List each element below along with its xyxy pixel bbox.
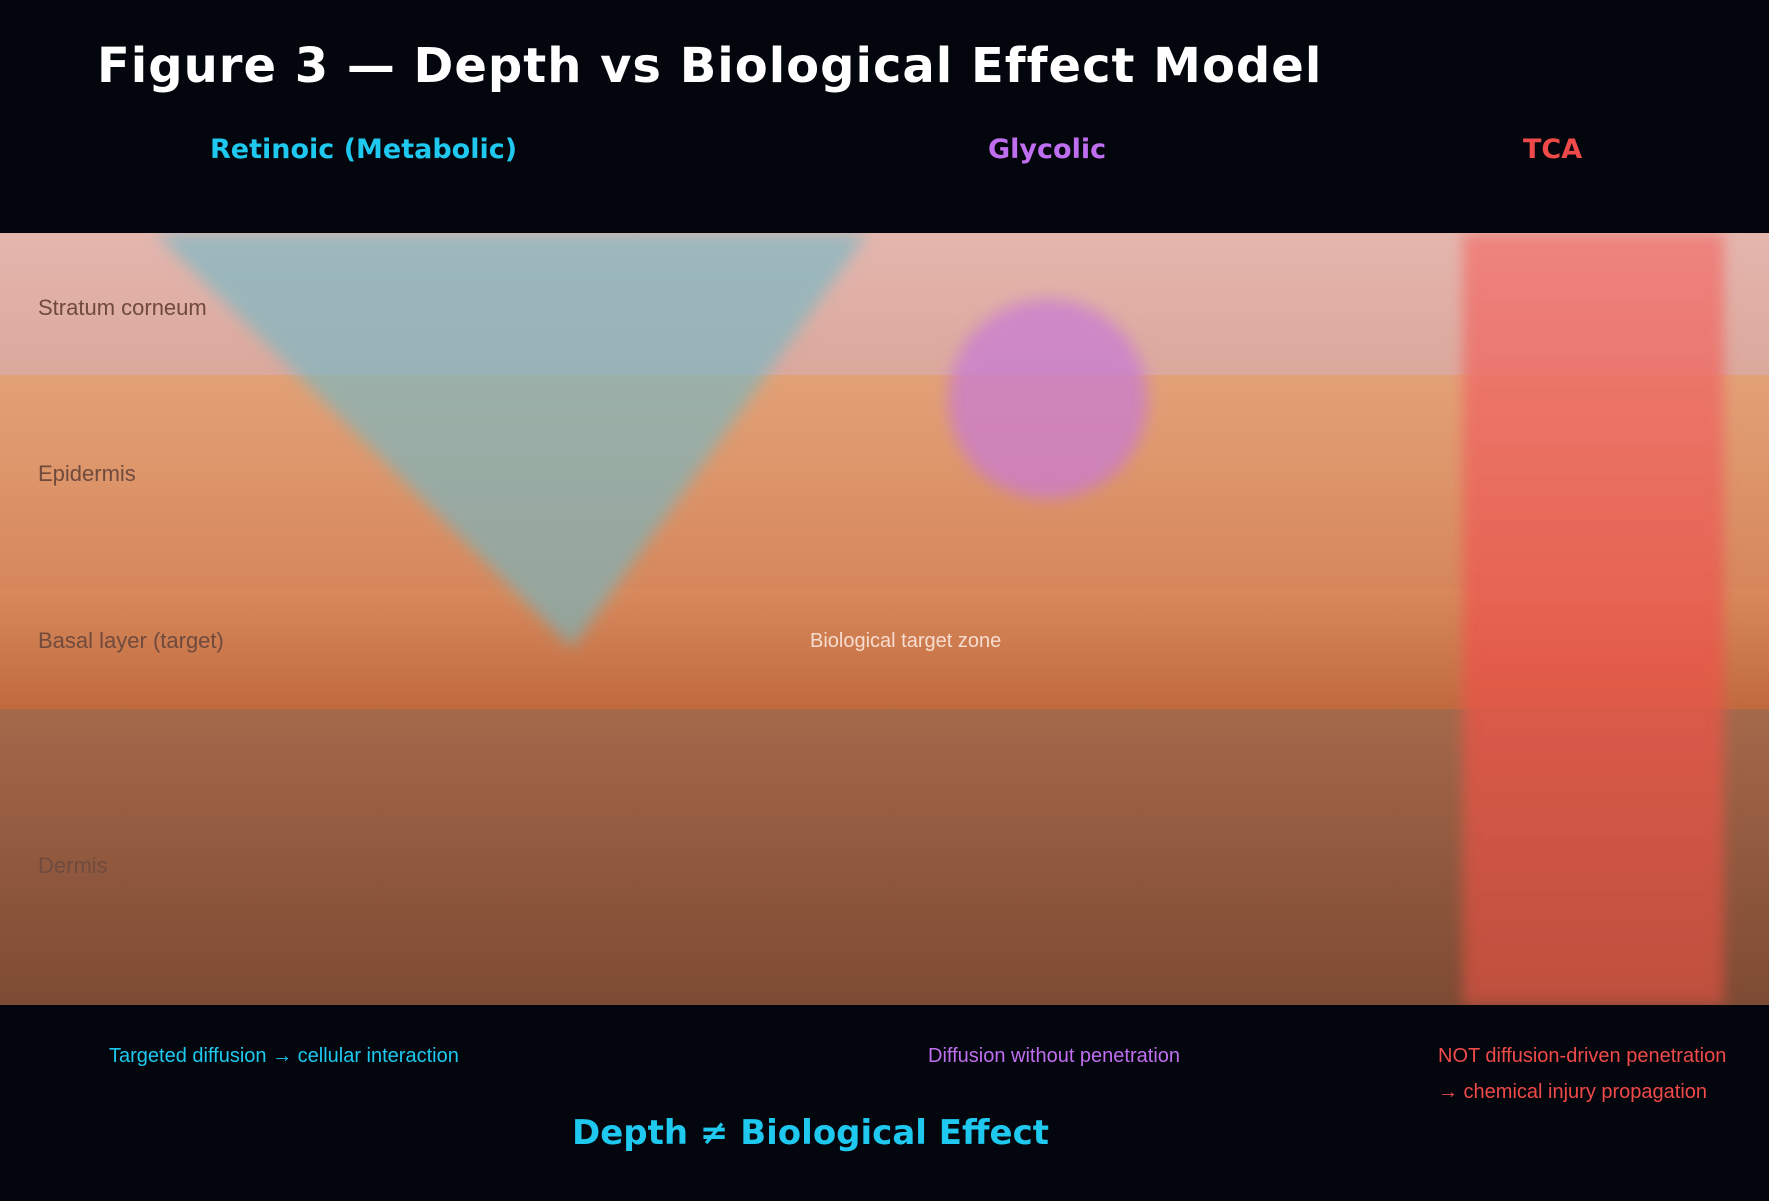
skin-cross-section: Stratum corneum Epidermis Basal layer (t…	[0, 233, 1769, 1005]
biological-target-zone-label: Biological target zone	[810, 630, 1002, 652]
label-basal-layer: Basal layer (target)	[38, 628, 224, 653]
column-heading-glycolic: Glycolic	[988, 134, 1107, 165]
caption-retinoic: Targeted diffusion → cellular interactio…	[109, 1045, 459, 1067]
glycolic-diffusion-circle	[948, 299, 1148, 499]
column-heading-retinoic: Retinoic (Metabolic)	[210, 134, 518, 165]
tca-penetration-column	[1463, 233, 1724, 1005]
label-epidermis: Epidermis	[38, 461, 136, 486]
retinoic-diffusion-cone	[155, 233, 868, 648]
caption-tca-line1: NOT diffusion-driven penetration	[1438, 1045, 1727, 1067]
conclusion-statement: Depth ≠ Biological Effect	[572, 1113, 1049, 1153]
agent-shapes	[155, 233, 1724, 1005]
figure-title: Figure 3 — Depth vs Biological Effect Mo…	[97, 38, 1323, 94]
caption-glycolic: Diffusion without penetration	[928, 1045, 1181, 1067]
label-dermis: Dermis	[38, 853, 108, 878]
column-heading-tca: TCA	[1523, 134, 1583, 165]
label-stratum-corneum: Stratum corneum	[38, 295, 207, 320]
caption-tca-line2: → chemical injury propagation	[1438, 1081, 1708, 1103]
